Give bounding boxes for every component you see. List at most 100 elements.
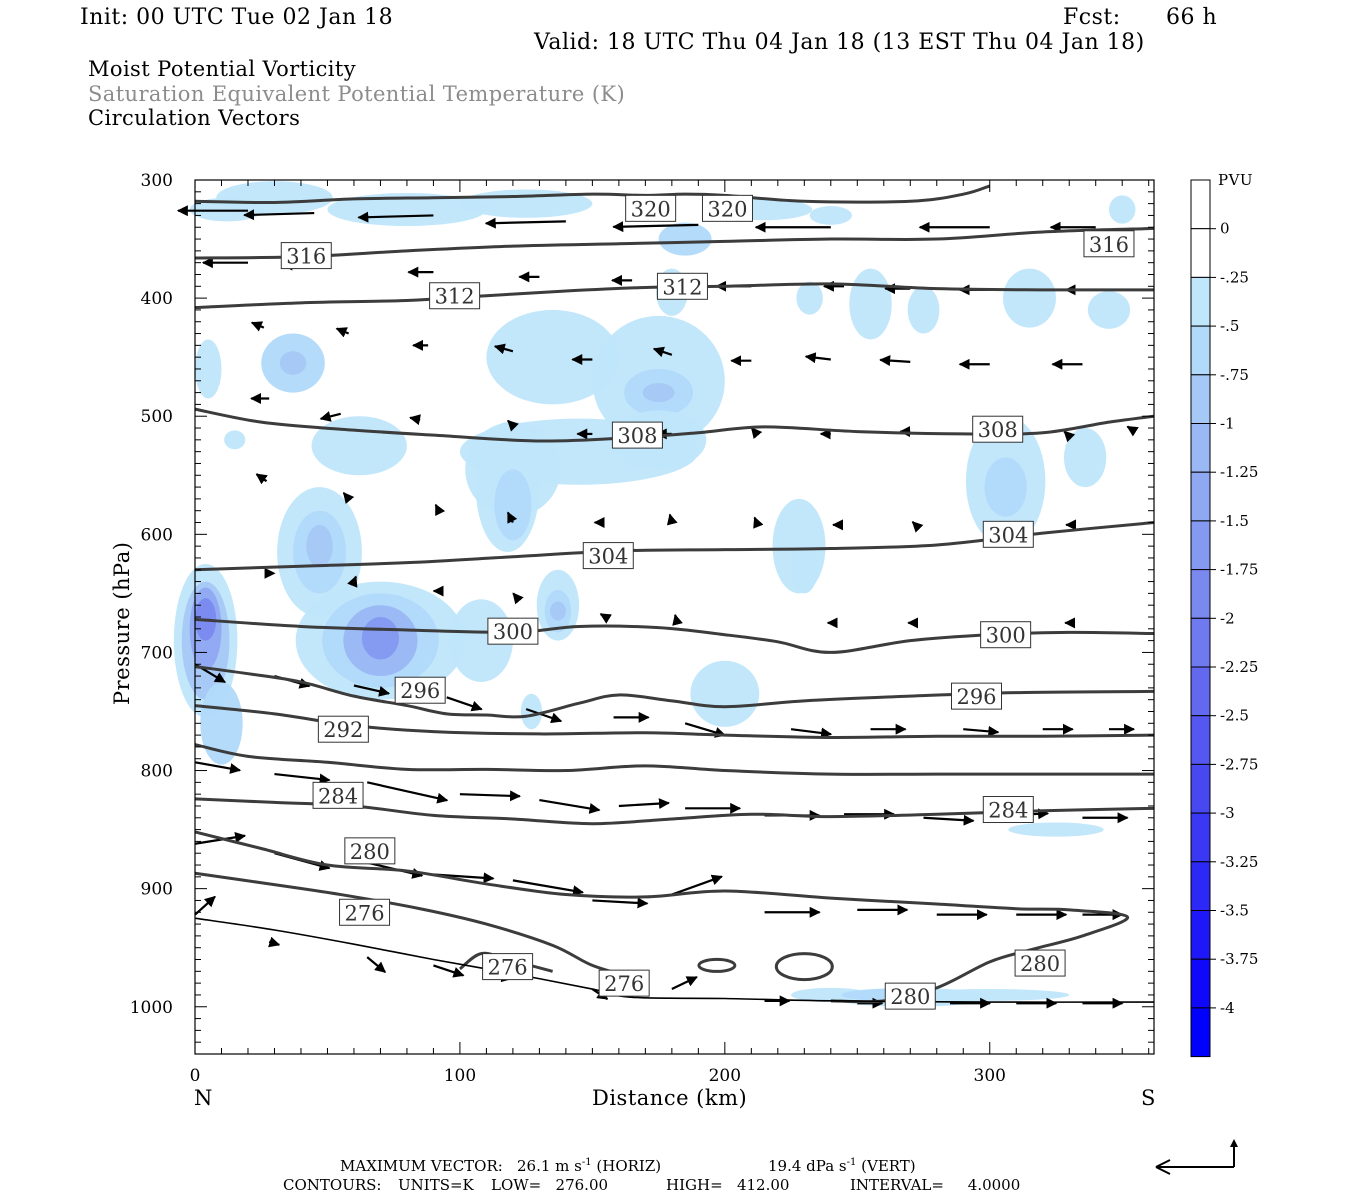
colorbar-cell <box>1190 1007 1211 1058</box>
colorbar-level-label: -1.75 <box>1220 561 1258 579</box>
contour-label-308: 308 <box>978 418 1018 442</box>
contour-label-296: 296 <box>956 685 996 709</box>
pv-region <box>690 660 760 727</box>
field-title-vectors: Circulation Vectors <box>88 106 301 130</box>
circulation-vector <box>652 346 673 358</box>
circulation-vector <box>666 513 678 526</box>
contour-label-box <box>1014 949 1066 977</box>
colorbar-cell <box>1190 228 1211 278</box>
y-tick-label: 500 <box>141 407 173 427</box>
circulation-vector <box>879 355 911 367</box>
colorbar-cell <box>1190 812 1211 863</box>
theta-es-contour-280 <box>194 830 1130 1004</box>
contour-label-316: 316 <box>1089 233 1129 257</box>
colorbar-cell <box>1190 715 1211 765</box>
pv-region <box>658 222 712 256</box>
colorbar-level-label: -2.25 <box>1220 658 1258 676</box>
colorbar-level-label: -1.5 <box>1220 512 1249 530</box>
contour-interval: INTERVAL= 4.0000 <box>850 1176 1021 1194</box>
pv-region <box>849 268 892 340</box>
colorbar-level-label: -3.25 <box>1220 853 1258 871</box>
pv-region <box>200 681 243 765</box>
circulation-vector <box>194 895 216 916</box>
pv-region <box>549 601 566 621</box>
contour-label-box <box>394 676 446 704</box>
circulation-vector <box>599 613 612 624</box>
colorbar-level-label: -.5 <box>1220 317 1239 335</box>
forecast-label: Fcst: <box>1063 5 1121 30</box>
y-tick-label: 1000 <box>130 998 173 1018</box>
circulation-vector <box>753 516 764 529</box>
colorbar-level-label: -2 <box>1220 609 1235 627</box>
pv-region <box>311 416 407 476</box>
colorbar: 0 -.25 -.5 -.75 -1 -1.25 -1.5 -1.75 -2 -2.25 -2.5 -… <box>1190 179 1258 1058</box>
pv-region <box>195 339 222 399</box>
forecast-hour: 66 h <box>1166 5 1218 30</box>
circulation-vector <box>671 976 698 991</box>
theta-es-contour-308 <box>194 407 1155 443</box>
y-tick-label: 900 <box>141 880 173 900</box>
colorbar-cell <box>1190 763 1211 814</box>
contour-label-280: 280 <box>1020 952 1060 976</box>
contour-label-box <box>317 715 369 743</box>
south-end-label: S <box>1141 1086 1156 1110</box>
pv-region <box>279 351 307 375</box>
theta-es-contour-296 <box>194 665 1155 719</box>
contour-label-276: 276 <box>345 901 385 925</box>
contour-label-box <box>656 272 708 300</box>
circulation-vector <box>194 831 247 845</box>
circulation-vector <box>357 211 434 223</box>
contour-high: HIGH= 412.00 <box>666 1176 790 1194</box>
contour-label-312: 312 <box>435 285 475 309</box>
pv-region <box>910 989 1070 1001</box>
circulation-vector <box>592 897 649 909</box>
colorbar-cell <box>1190 276 1211 327</box>
circulation-vector <box>194 761 242 774</box>
circulation-vector <box>1063 430 1076 443</box>
colorbar-cell <box>1190 861 1211 911</box>
theta-es-contour-288 <box>194 743 1154 776</box>
field-title-mpv: Moist Potential Vorticity <box>88 57 356 81</box>
x-tick-label: 300 <box>974 1066 1006 1086</box>
circulation-vector <box>255 473 268 485</box>
pv-region <box>809 205 852 225</box>
contour-label-box <box>980 621 1032 649</box>
circulation-vector <box>446 696 483 712</box>
contour-label-300: 300 <box>986 624 1026 648</box>
contour-label-box <box>582 542 634 570</box>
colorbar-cell <box>1190 958 1211 1009</box>
colorbar-level-label: -.25 <box>1220 268 1249 286</box>
contour-label-280: 280 <box>890 985 930 1009</box>
contour-label-284: 284 <box>988 799 1028 823</box>
pv-region <box>361 617 399 660</box>
colorbar-level-label: 0 <box>1220 220 1230 238</box>
contour-label-308: 308 <box>617 424 657 448</box>
contour-label-box <box>611 421 663 449</box>
circulation-vector <box>539 798 601 814</box>
contour-label-box <box>701 194 753 222</box>
pv-region <box>306 524 333 568</box>
colorbar-level-label: -2.75 <box>1220 755 1258 773</box>
contour-units: UNITS=K <box>398 1176 474 1194</box>
contour-label-box <box>951 682 1003 710</box>
circulation-vector <box>347 575 358 588</box>
colorbar-cell <box>1190 910 1211 960</box>
circulation-vector <box>274 772 331 785</box>
colorbar-unit: PVU <box>1218 171 1254 189</box>
contour-label-284: 284 <box>318 784 358 808</box>
circulation-vector <box>506 511 518 524</box>
circulation-vector <box>618 798 670 810</box>
colorbar-cell <box>1190 617 1211 668</box>
circulation-vector <box>684 722 727 738</box>
circulation-vector <box>963 725 1000 737</box>
pv-region <box>984 457 1027 517</box>
contour-label-304: 304 <box>988 523 1028 547</box>
contour-label-280: 280 <box>350 840 390 864</box>
contour-label-box <box>598 969 650 997</box>
max-vector-horiz: 26.1 m s-1 (HORIZ) <box>517 1157 662 1175</box>
contour-label-box <box>982 796 1034 824</box>
contour-label-box <box>625 194 677 222</box>
circulation-vector <box>433 964 465 978</box>
colorbar-cell <box>1190 423 1211 473</box>
circulation-vector <box>923 814 975 826</box>
